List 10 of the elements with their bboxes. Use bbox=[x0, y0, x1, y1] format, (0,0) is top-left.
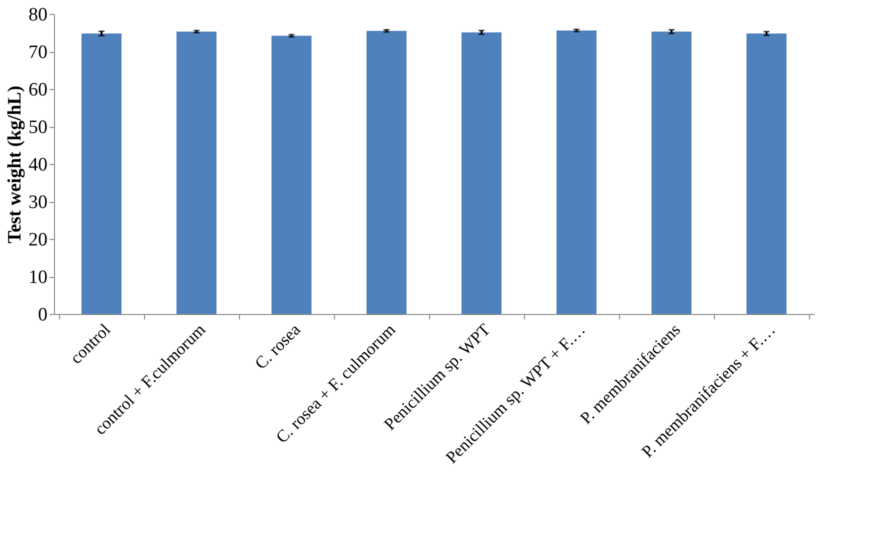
y-tick-label: 70 bbox=[28, 42, 48, 63]
y-axis-title: Test weight (kg/hL) bbox=[4, 86, 26, 244]
y-tick-label: 0 bbox=[38, 304, 48, 326]
y-tick-label: 60 bbox=[28, 80, 48, 100]
y-tick-label: 10 bbox=[28, 267, 48, 288]
y-tick-label: 40 bbox=[28, 154, 48, 176]
y-tick-label: 30 bbox=[28, 192, 48, 213]
y-tick-label: 50 bbox=[28, 117, 48, 138]
y-tick-label: 80 bbox=[28, 4, 48, 26]
y-tick-label: 20 bbox=[28, 230, 48, 250]
